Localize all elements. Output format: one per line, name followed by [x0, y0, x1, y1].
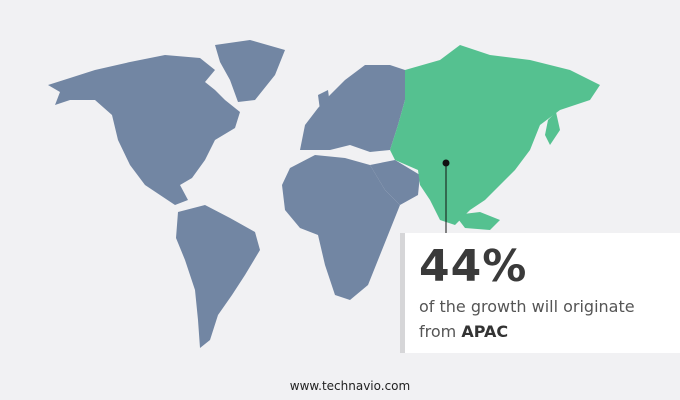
- africa: [282, 155, 400, 300]
- uk-scandinavia: [318, 90, 330, 110]
- japan: [545, 112, 560, 145]
- middle-east: [370, 160, 420, 205]
- asia-apac: [390, 45, 600, 225]
- greenland: [215, 40, 285, 102]
- callout-region-line: from APAC: [419, 322, 508, 341]
- callout-prefix: from: [419, 322, 457, 341]
- callout-card: 44% of the growth will originate from AP…: [400, 233, 680, 353]
- indonesia: [455, 212, 500, 230]
- footer-url: www.technavio.com: [289, 379, 411, 393]
- south-america: [176, 205, 260, 348]
- growth-percentage: 44%: [419, 241, 528, 292]
- north-america: [48, 55, 240, 205]
- callout-region: APAC: [461, 322, 509, 341]
- europe: [300, 65, 405, 152]
- callout-text: of the growth will originate: [419, 297, 635, 316]
